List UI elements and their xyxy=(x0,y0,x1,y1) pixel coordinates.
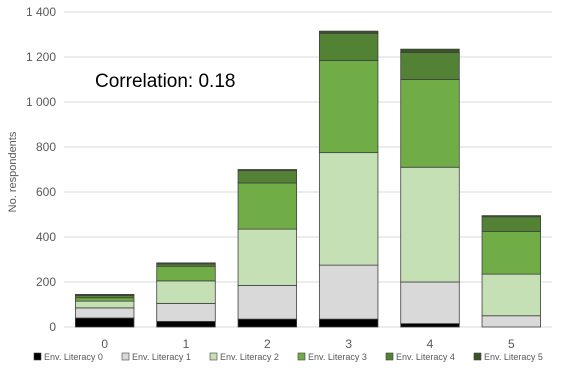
bar-segment-2-3 xyxy=(237,182,298,230)
legend-label: Env. Literacy 4 xyxy=(396,352,455,362)
bar-segment-4-3 xyxy=(400,79,460,168)
legend-label: Env. Literacy 1 xyxy=(132,352,191,362)
bar-segment-3-0 xyxy=(318,318,379,328)
bar-segment-0-5 xyxy=(74,293,135,296)
bar-segment-1-5 xyxy=(156,262,216,265)
legend-item: Env. Literacy 3 xyxy=(297,352,367,362)
x-tick-label: 0 xyxy=(101,337,108,351)
bar-segment-2-4 xyxy=(237,170,298,184)
bar-segment-5-2 xyxy=(481,273,542,317)
bar-segment-5-3 xyxy=(481,230,542,275)
legend-swatch xyxy=(473,352,482,361)
legend-swatch xyxy=(121,352,130,361)
gridlines xyxy=(64,11,552,328)
y-tick-label: 400 xyxy=(36,230,56,244)
legend-item: Env. Literacy 1 xyxy=(121,352,191,362)
bar-segment-3-2 xyxy=(318,152,379,266)
bar-segment-5-1 xyxy=(481,315,542,328)
bar-segment-5-4 xyxy=(481,216,542,232)
legend-label: Env. Literacy 5 xyxy=(484,352,543,362)
legend-swatch xyxy=(33,352,42,361)
correlation-annotation: Correlation: 0.18 xyxy=(95,71,235,92)
legend-swatch xyxy=(297,352,306,361)
bar-segment-4-1 xyxy=(400,281,460,325)
bar-segment-3-5 xyxy=(318,30,379,34)
bar-segment-2-0 xyxy=(237,318,298,328)
legend-label: Env. Literacy 3 xyxy=(308,352,367,362)
bar-segment-2-5 xyxy=(237,169,298,172)
x-tick-label: 5 xyxy=(508,337,515,351)
bar-segment-4-2 xyxy=(400,166,460,283)
bar-segment-0-3 xyxy=(74,297,135,302)
bar-segment-4-0 xyxy=(400,323,460,328)
x-tick-label: 4 xyxy=(427,337,434,351)
legend-item: Env. Literacy 2 xyxy=(209,352,279,362)
bar-segment-2-1 xyxy=(237,284,298,320)
bar-segment-1-1 xyxy=(156,302,216,322)
y-tick-label: 1 400 xyxy=(26,5,56,19)
y-axis-label: No. respondents xyxy=(7,131,19,212)
legend-item: Env. Literacy 0 xyxy=(33,352,103,362)
legend-label: Env. Literacy 0 xyxy=(44,352,103,362)
bar-segment-1-2 xyxy=(156,280,216,304)
legend-swatch xyxy=(209,352,218,361)
x-tick-label: 2 xyxy=(264,337,271,351)
bar-segment-1-0 xyxy=(156,320,216,328)
y-tick-label: 1 000 xyxy=(26,95,56,109)
bar-segment-4-4 xyxy=(400,52,460,80)
bar-segment-5-5 xyxy=(481,215,542,218)
bars xyxy=(74,30,542,328)
bar-segment-3-1 xyxy=(318,264,379,320)
legend-item: Env. Literacy 5 xyxy=(473,352,543,362)
y-tick-label: 200 xyxy=(36,275,56,289)
x-axis-ticks: 0 1 2 3 4 5 xyxy=(101,337,515,351)
legend-item: Env. Literacy 4 xyxy=(385,352,455,362)
bar-segment-0-1 xyxy=(74,307,135,319)
legend: Env. Literacy 0 Env. Literacy 1 Env. Liter… xyxy=(33,352,543,362)
legend-label: Env. Literacy 2 xyxy=(220,352,279,362)
legend-swatch xyxy=(385,352,394,361)
y-tick-label: 0 xyxy=(49,320,56,334)
bar-segment-3-3 xyxy=(318,59,379,154)
y-tick-label: 800 xyxy=(36,140,56,154)
x-tick-label: 3 xyxy=(345,337,352,351)
bar-segment-1-3 xyxy=(156,265,216,282)
y-tick-label: 600 xyxy=(36,185,56,199)
bar-segment-4-5 xyxy=(400,48,460,53)
bar-segment-2-2 xyxy=(237,228,298,286)
bar-segment-0-2 xyxy=(74,300,135,309)
y-axis-ticks: 0 200 400 600 800 1 000 1 200 1 400 xyxy=(26,5,56,334)
x-tick-label: 1 xyxy=(183,337,190,351)
y-tick-label: 1 200 xyxy=(26,50,56,64)
bar-segment-3-4 xyxy=(318,32,379,61)
bar-segment-0-0 xyxy=(74,317,135,328)
